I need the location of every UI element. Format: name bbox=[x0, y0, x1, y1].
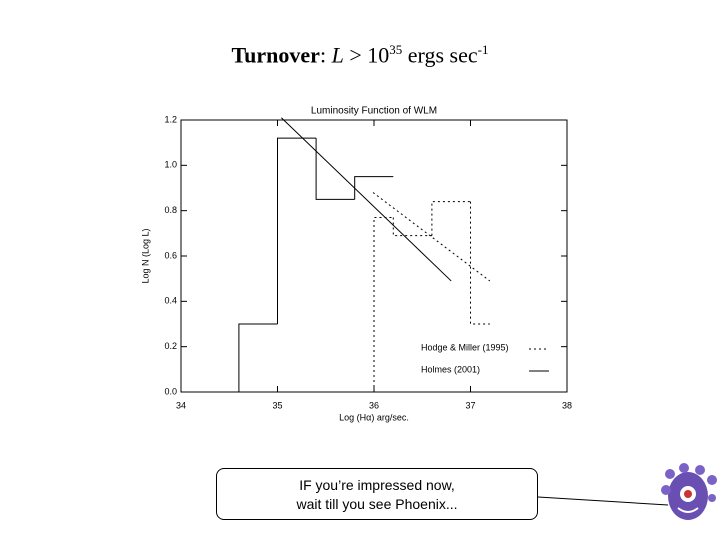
y-tick-label: 1.2 bbox=[164, 114, 177, 124]
mascot bbox=[661, 463, 717, 520]
histogram-step bbox=[238, 323, 278, 392]
x-tick-label: 34 bbox=[176, 400, 186, 410]
y-axis-label: Log N (Log L) bbox=[140, 228, 150, 283]
histogram-step bbox=[392, 217, 432, 237]
histogram-step bbox=[315, 138, 355, 200]
title-mid: > 10 bbox=[343, 42, 390, 68]
fit-line bbox=[281, 117, 452, 282]
title-exp: -1 bbox=[477, 42, 489, 57]
legend-label: Hodge & Miller (1995) bbox=[421, 342, 509, 352]
histogram-step bbox=[373, 216, 394, 392]
histogram-step bbox=[431, 201, 471, 236]
title-bold: Turnover bbox=[231, 42, 320, 68]
callout-line: wait till you see Phoenix... bbox=[296, 496, 458, 512]
y-tick-label: 0.8 bbox=[164, 205, 177, 215]
title-var: L bbox=[331, 42, 344, 68]
x-tick-label: 38 bbox=[562, 400, 572, 410]
legend-label: Holmes (2001) bbox=[421, 364, 480, 374]
callout-pointer bbox=[537, 496, 669, 506]
slide-title: Turnover: L > 1035 ergs sec-1 bbox=[0, 42, 720, 68]
title-unit: ergs sec bbox=[402, 42, 478, 68]
histogram-step bbox=[277, 137, 317, 324]
y-tick-label: 0.0 bbox=[164, 386, 177, 396]
histogram-step bbox=[470, 201, 490, 325]
callout-line: IF you’re impressed now, bbox=[299, 477, 455, 493]
fit-line bbox=[372, 192, 491, 282]
histogram-step bbox=[354, 176, 394, 200]
y-tick-label: 0.2 bbox=[164, 341, 177, 351]
y-tick-label: 1.0 bbox=[164, 160, 177, 170]
title-colon: : bbox=[319, 42, 327, 68]
y-tick-label: 0.6 bbox=[164, 250, 177, 260]
title-exp: 35 bbox=[389, 42, 403, 57]
x-tick-label: 37 bbox=[465, 400, 475, 410]
x-tick-label: 36 bbox=[369, 400, 379, 410]
x-axis-label: Log (Hα) arg/sec. bbox=[339, 412, 409, 422]
chart-title: Luminosity Function of WLM bbox=[311, 106, 437, 117]
y-tick-label: 0.4 bbox=[164, 296, 177, 306]
callout: IF you’re impressed now, wait till you se… bbox=[216, 468, 538, 520]
x-tick-label: 35 bbox=[272, 400, 282, 410]
